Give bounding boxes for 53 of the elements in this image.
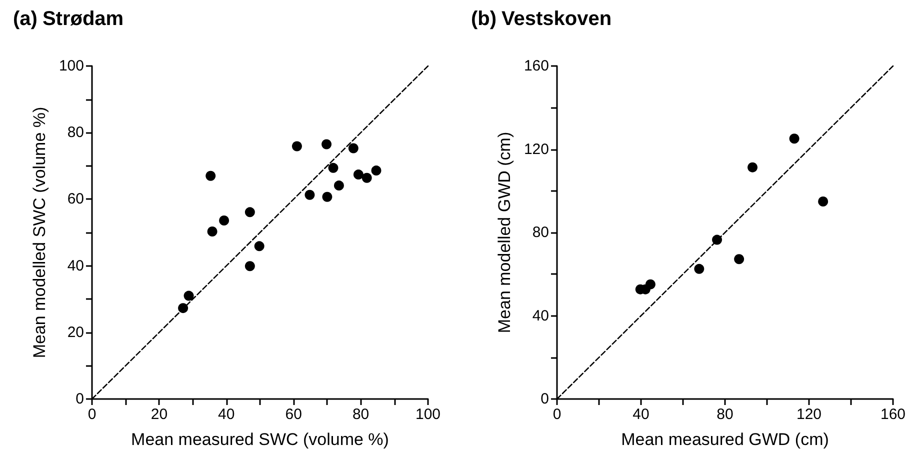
- point: [734, 254, 744, 264]
- point: [712, 234, 722, 245]
- point: [292, 141, 302, 152]
- chart-title: (a) Strødam: [13, 8, 124, 30]
- y-axis-title: Mean modelled SWC (volume %): [30, 106, 50, 358]
- point: [322, 192, 332, 202]
- point: [206, 170, 216, 181]
- x-tick-label: 120: [796, 406, 822, 423]
- x-tick-label: 40: [218, 406, 235, 423]
- point: [748, 162, 758, 172]
- x-tick-label: 100: [415, 406, 441, 423]
- point: [348, 143, 358, 154]
- point: [328, 162, 338, 173]
- y-tick-label: 40: [532, 307, 549, 324]
- y-tick-label: 40: [67, 257, 84, 274]
- y-tick-label: 20: [67, 324, 84, 341]
- chart-title: (b) Vestskoven: [471, 8, 612, 30]
- y-tick-label: 80: [532, 224, 549, 241]
- point: [353, 170, 364, 180]
- y-tick-label: 0: [76, 390, 84, 408]
- point: [694, 264, 704, 274]
- point: [322, 139, 332, 150]
- point: [362, 172, 372, 183]
- point: [304, 190, 315, 200]
- x-tick-label: 20: [150, 406, 168, 423]
- point: [645, 279, 656, 290]
- x-axis-title: Mean measured GWD (cm): [621, 430, 829, 449]
- x-axis-title: Mean measured SWC (volume %): [131, 430, 389, 449]
- point: [818, 196, 828, 206]
- x-tick-label: 0: [552, 406, 562, 423]
- x-tick-label: 80: [352, 406, 370, 423]
- y-tick-label: 160: [524, 58, 549, 74]
- point: [371, 166, 382, 176]
- point: [178, 303, 188, 314]
- y-tick-label: 100: [58, 58, 84, 74]
- y-tick-label: 0: [540, 390, 549, 408]
- point: [184, 290, 194, 301]
- y-tick-label: 60: [67, 190, 84, 208]
- x-tick-label: 0: [88, 406, 96, 423]
- y-tick-label: 120: [524, 140, 549, 158]
- y-axis-title: Mean modelled GWD (cm): [495, 132, 514, 334]
- x-tick-label: 160: [880, 406, 906, 423]
- point: [244, 261, 255, 272]
- x-tick-label: 80: [716, 406, 734, 423]
- x-tick-label: 60: [285, 406, 302, 423]
- point: [254, 241, 264, 252]
- point: [334, 180, 344, 191]
- y-tick-label: 80: [67, 124, 84, 142]
- point: [244, 207, 255, 218]
- x-tick-label: 40: [632, 406, 650, 423]
- point: [207, 226, 218, 236]
- point: [219, 216, 230, 226]
- point: [789, 134, 800, 144]
